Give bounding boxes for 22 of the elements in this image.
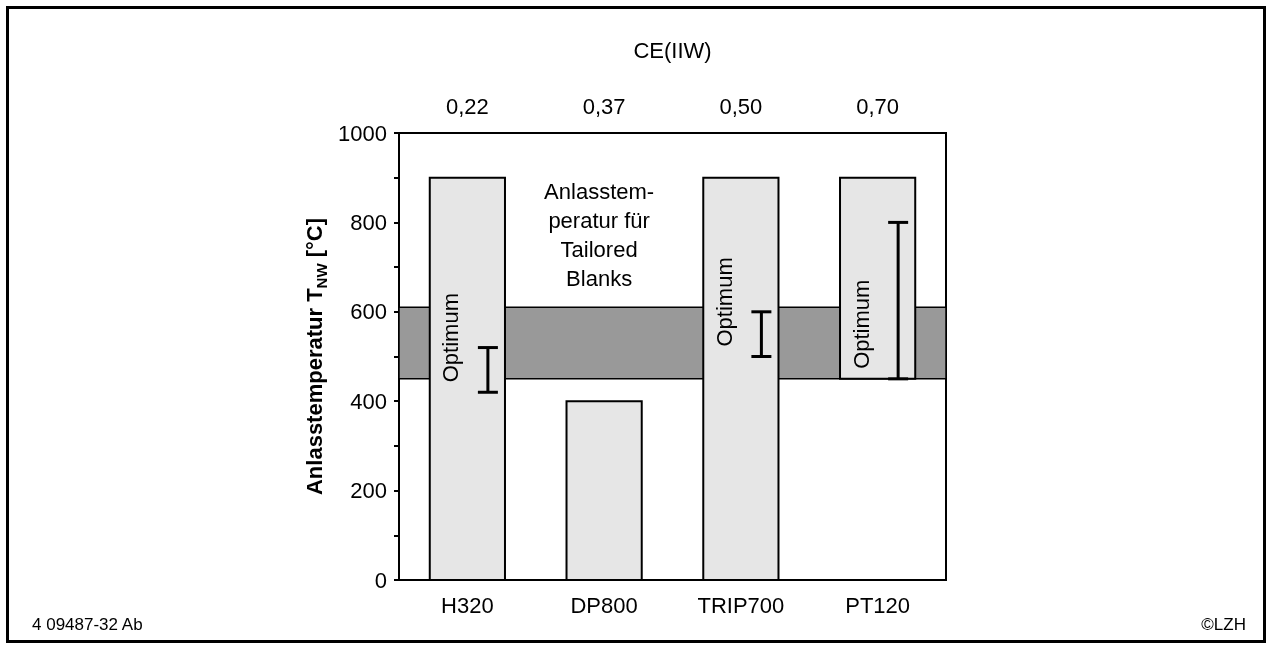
text: 0,50 [719, 93, 763, 119]
y-tick-label: 800 [350, 209, 387, 235]
annotation: Optimum [848, 279, 874, 369]
text: 0,70 [856, 93, 900, 119]
x-tick-label: H320 [441, 592, 494, 618]
y-tick-label: 200 [350, 478, 387, 504]
x-tick-label: PT120 [845, 592, 911, 618]
x-tick-label: DP800 [570, 592, 638, 618]
annotation: Optimum [438, 293, 464, 383]
y-tick-label: 400 [350, 388, 387, 414]
text: 0,37 [582, 93, 626, 119]
x-tick-label: TRIP700 [697, 592, 785, 618]
y-tick-label: 0 [374, 567, 387, 593]
y-tick-label: 600 [350, 299, 387, 325]
text: 0,22 [445, 93, 489, 119]
band-label: Anlasstem- peratur für Tailored Blanks [544, 179, 655, 292]
x2-axis-title: CE(IIW) [633, 37, 712, 63]
y-tick-label: 1000 [338, 120, 387, 146]
text: ©LZH [1201, 615, 1246, 635]
text: 4 09487-32 Ab [32, 615, 143, 635]
annotation: Optimum [711, 257, 737, 347]
y-axis-title: Anlasstemperatur TNW [°C] [302, 217, 330, 496]
